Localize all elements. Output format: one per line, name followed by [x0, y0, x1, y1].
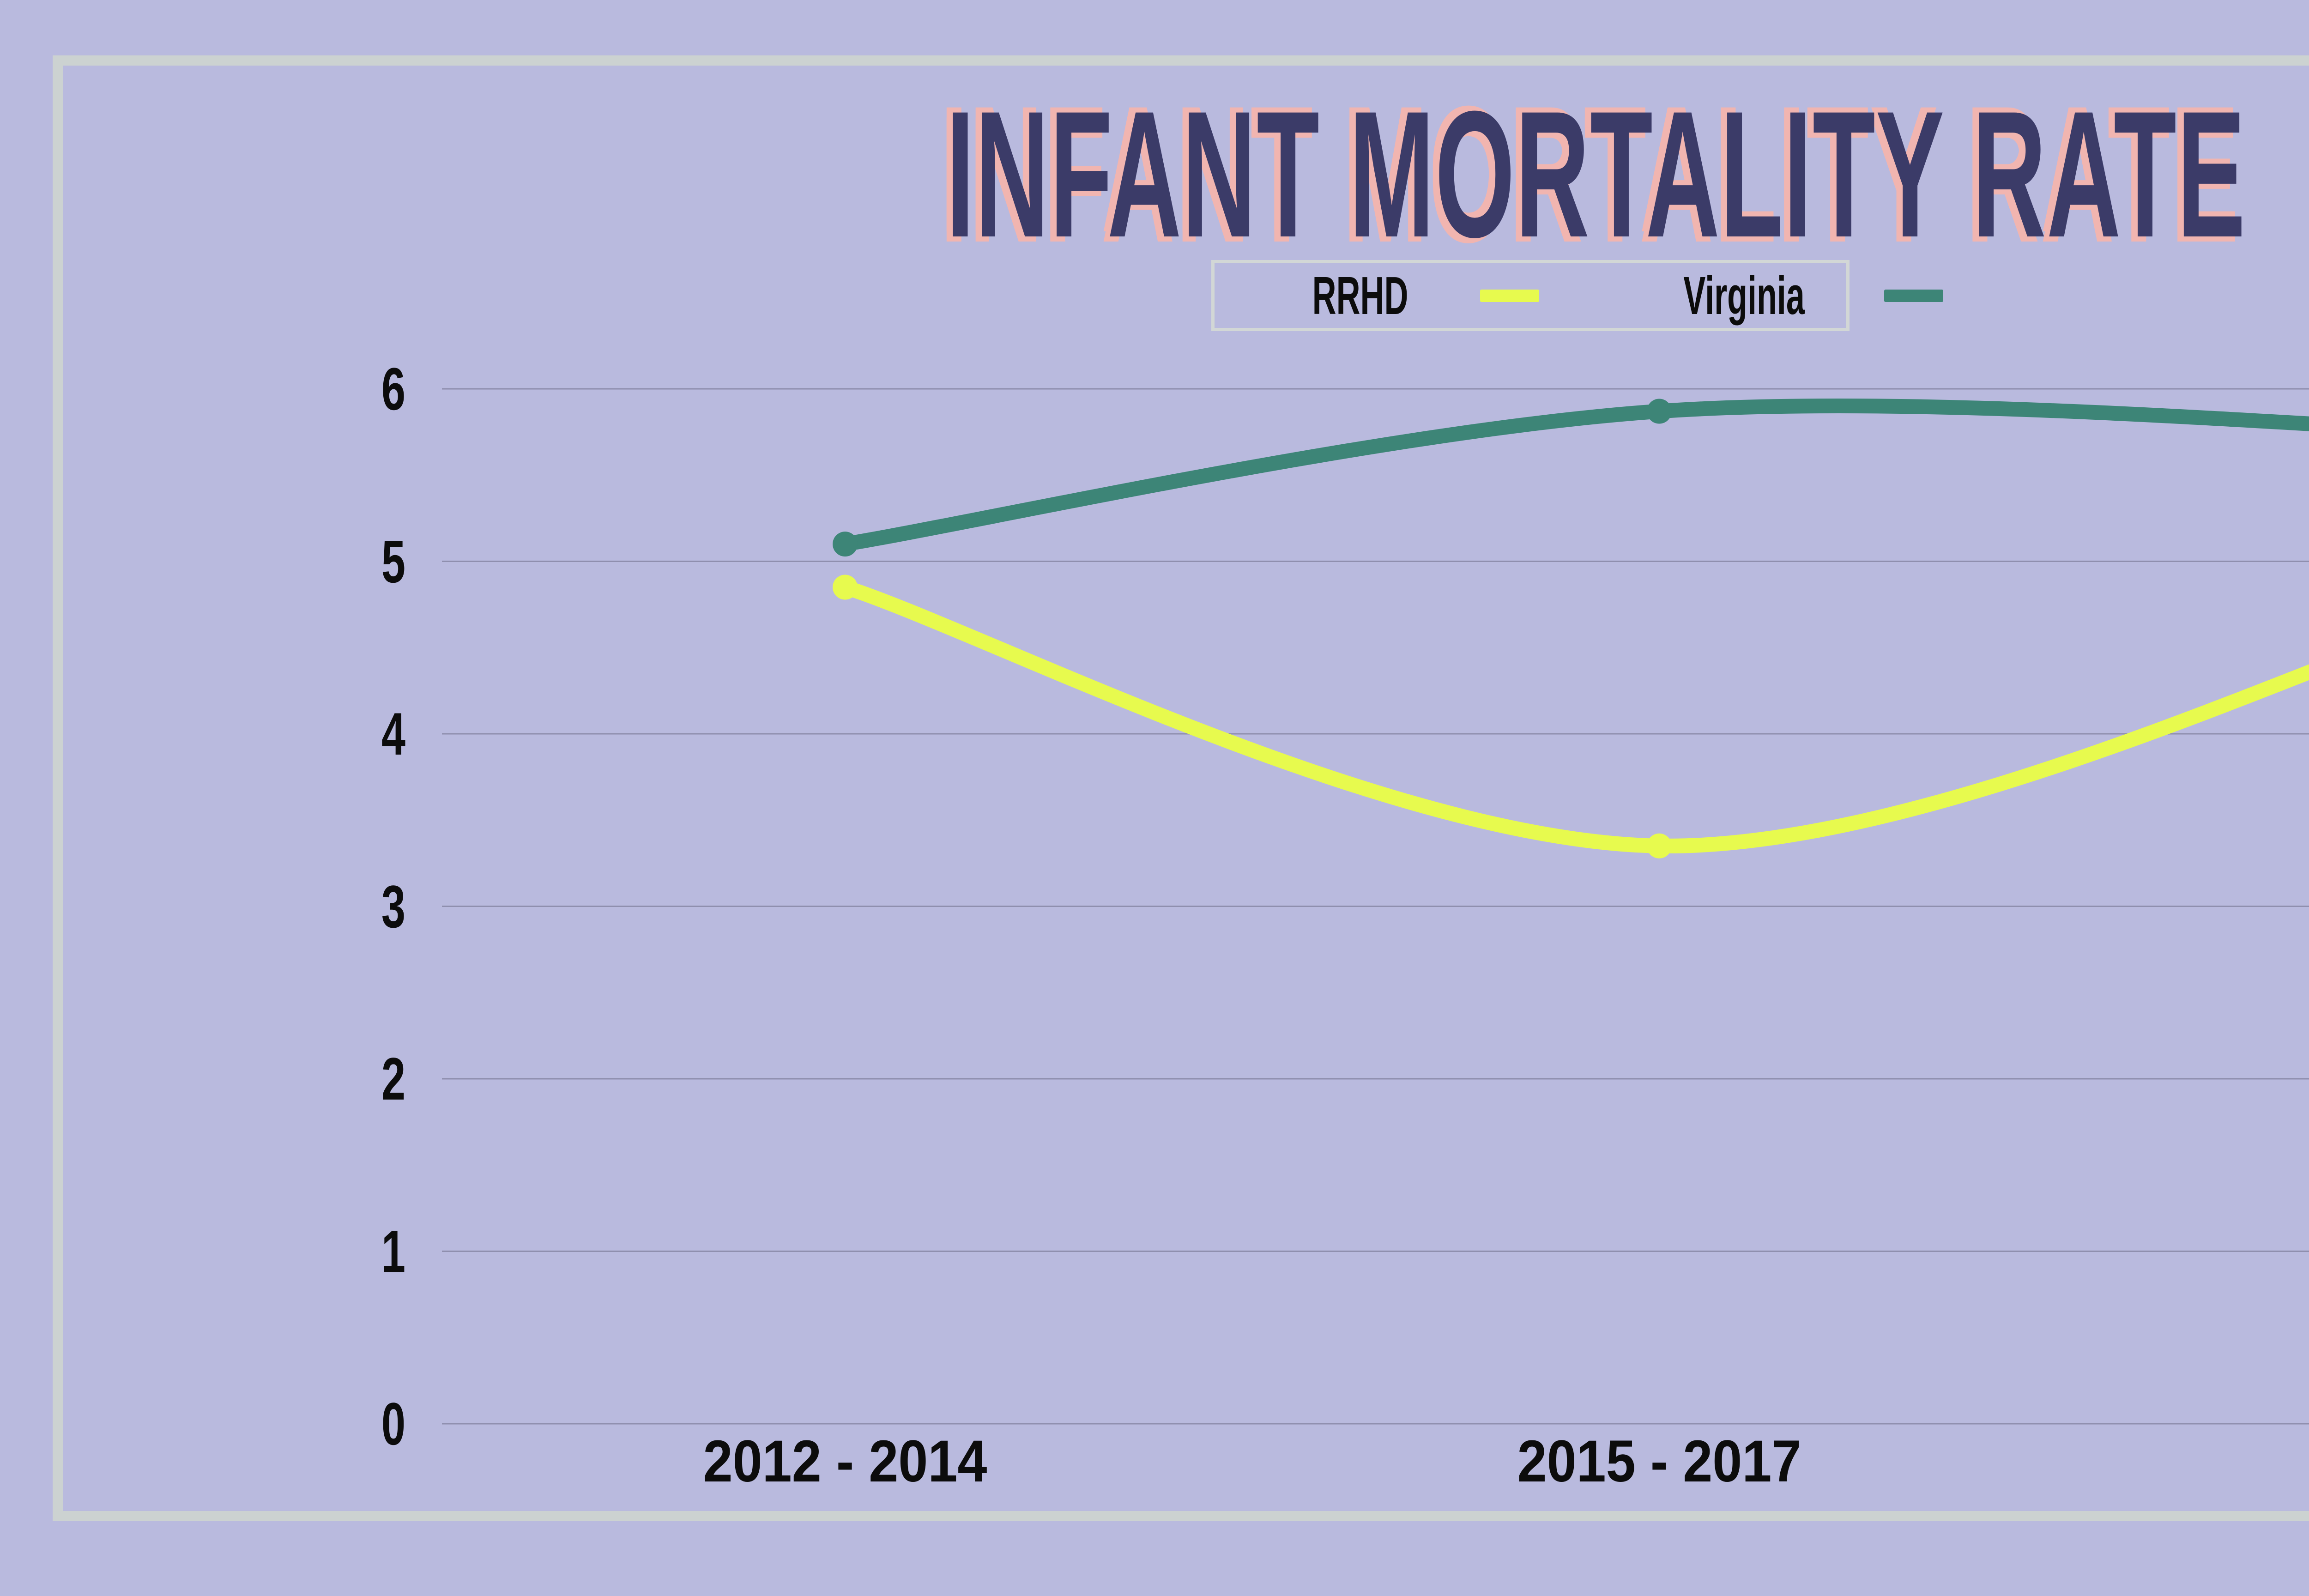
y-tick-label-4: 4 — [381, 700, 405, 768]
legend-item-rrhd: RRHD — [1283, 265, 1540, 326]
data-point-rrhd-0 — [833, 574, 858, 600]
legend: RRHD Virginia — [1211, 260, 1944, 331]
legend-label-rrhd: RRHD — [1312, 266, 1408, 326]
x-tick-label-0: 2012 - 2014 — [703, 1428, 987, 1494]
decorative-frame — [53, 55, 2309, 1521]
y-tick-label-5: 5 — [381, 527, 405, 595]
y-tick-label-3: 3 — [381, 872, 405, 940]
data-point-rrhd-1 — [1647, 833, 1672, 858]
data-point-virginia-1 — [1647, 399, 1672, 424]
legend-item-virginia: Virginia — [1646, 265, 1944, 326]
series-line-virginia — [838, 398, 2309, 552]
y-tick-label-1: 1 — [381, 1217, 405, 1285]
x-tick-label-1: 2015 - 2017 — [1517, 1428, 1801, 1494]
legend-swatch-rrhd — [1480, 289, 1540, 302]
x-tick-label-2: 2018 - 2020 — [2282, 1427, 2309, 1496]
legend-label-virginia: Virginia — [1683, 266, 1805, 326]
series-line-rrhd — [838, 580, 2309, 853]
legend-swatch-virginia — [1884, 289, 1944, 302]
data-point-virginia-0 — [833, 532, 858, 557]
y-tick-label-0: 0 — [381, 1390, 405, 1457]
y-tick-label-2: 2 — [381, 1045, 405, 1112]
chart-title: INFANT MORTALITY RATE — [946, 73, 2246, 275]
y-tick-label-6: 6 — [381, 355, 405, 423]
